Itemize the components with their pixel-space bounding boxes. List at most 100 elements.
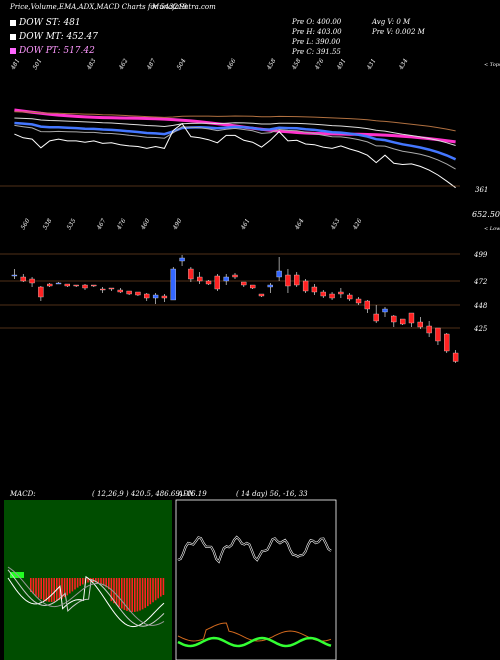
- macd-hist-33: [115, 578, 118, 606]
- ema-mt-line: [14, 121, 457, 161]
- macd-hist-48: [154, 578, 157, 601]
- candle-body-12: [117, 289, 123, 293]
- legend-dow-st: DOW ST: 481: [10, 18, 81, 28]
- prev-high: Pre H: 403.00: [292, 28, 342, 36]
- candle-body-17: [161, 295, 168, 299]
- macd-hist-3: [37, 578, 40, 598]
- top-label-8: 458: [290, 57, 302, 71]
- candle-body-7: [73, 284, 79, 287]
- price-level-label-1: 472: [473, 278, 488, 286]
- macd-label: MACD:: [10, 490, 36, 498]
- bottom-label-5: 460: [139, 217, 151, 231]
- top-label-5: 504: [176, 57, 188, 71]
- bottom-label-2: 535: [66, 217, 78, 231]
- macd-hist-8: [50, 578, 53, 602]
- macd-hist-26: [97, 578, 100, 584]
- price-level-label-3: 425: [473, 325, 488, 333]
- ema-long-line: [14, 111, 456, 132]
- bottom-label-10: 426: [351, 217, 363, 231]
- ema-mid-line: [14, 117, 456, 146]
- macd-hist-51: [162, 578, 165, 596]
- bottom-label-1: 538: [42, 217, 54, 231]
- macd-hist-4: [40, 578, 42, 600]
- adx-values: ( 14 day) 56, -16, 33: [236, 490, 308, 498]
- bottom-label-0: 560: [20, 217, 32, 231]
- macd-hist-42: [139, 578, 141, 611]
- candle-body-20: [188, 268, 194, 280]
- level-label-361: 361: [475, 186, 488, 194]
- prev-volume: Pre V: 0.002 M: [372, 28, 425, 36]
- macd-hist-12: [61, 578, 63, 599]
- candle-body-15: [144, 293, 150, 299]
- macd-hist-39: [131, 578, 133, 612]
- macd-panel: [4, 500, 172, 660]
- macd-hist-34: [118, 578, 120, 607]
- ema-short-line: [14, 124, 456, 170]
- macd-hist-50: [160, 578, 162, 597]
- top-label-9: 476: [313, 57, 325, 71]
- top-label-1: 501: [32, 58, 44, 71]
- macd-hist-28: [102, 578, 105, 586]
- macd-hist-1: [32, 578, 35, 594]
- candle-body-46: [417, 321, 423, 328]
- candle-body-2: [29, 278, 35, 284]
- top-label-4: 487: [145, 57, 157, 71]
- top-label-7: 458: [265, 57, 277, 71]
- candle-body-14: [135, 291, 141, 296]
- adx-dm-plus-line: [177, 636, 332, 648]
- macd-hist-16: [71, 578, 74, 592]
- macd-hist-11: [58, 578, 61, 601]
- macd-hist-45: [147, 578, 149, 607]
- macd-hist-49: [157, 578, 159, 599]
- candle-body-25: [232, 274, 238, 278]
- legend-dow-pt: DOW PT: 517.42: [10, 46, 95, 56]
- candle-body-27: [249, 284, 256, 289]
- candle-body-24: [223, 276, 229, 282]
- macd-hist-38: [128, 578, 131, 612]
- top-label-10: 491: [335, 58, 347, 72]
- candle-body-10: [99, 288, 106, 291]
- candle-body-18: [170, 268, 176, 301]
- macd-hist-41: [136, 578, 139, 612]
- avg-volume: Avg V: 0 M: [372, 18, 411, 26]
- macd-hist-29: [105, 578, 107, 588]
- candle-body-6: [64, 283, 71, 287]
- macd-hist-9: [53, 578, 55, 602]
- candle-body-49: [444, 333, 450, 352]
- candle-body-23: [214, 275, 221, 290]
- top-label-2: 483: [85, 57, 97, 71]
- close-line: [14, 122, 456, 189]
- macd-hist-20: [82, 578, 84, 585]
- lows-label: < Lows: [484, 226, 500, 232]
- candle-body-1: [20, 276, 26, 282]
- candle-body-36: [329, 293, 335, 299]
- candle-body-47: [426, 325, 432, 334]
- macd-hist-5: [43, 578, 45, 601]
- candle-body-38: [347, 294, 353, 300]
- candle-body-16: [152, 294, 159, 299]
- candle-body-33: [302, 280, 309, 292]
- top-label-11: 431: [365, 58, 377, 72]
- candle-body-48: [435, 327, 441, 342]
- macd-hist-40: [134, 578, 136, 612]
- candle-body-39: [355, 298, 362, 304]
- bottom-label-6: 490: [171, 217, 183, 231]
- macd-signal-line: [7, 569, 165, 627]
- candle-body-5: [55, 282, 62, 285]
- bottom-label-4: 476: [115, 217, 127, 231]
- macd-hist-7: [48, 578, 50, 602]
- candle-body-41: [373, 313, 379, 322]
- macd-hist-25: [95, 578, 97, 583]
- prev-low: Pre L: 390.00: [292, 38, 341, 46]
- tops-label: < Tops: [484, 62, 500, 68]
- prev-open: Pre O: 400.00: [292, 18, 342, 26]
- bottom-label-8: 464: [293, 217, 305, 231]
- macd-hist-27: [100, 578, 102, 585]
- candle-body-37: [338, 291, 344, 295]
- legend-dow-mt: DOW MT: 452.47: [10, 32, 98, 42]
- candle-body-50: [452, 352, 459, 362]
- macd-hist-19: [79, 578, 81, 586]
- candle-body-19: [179, 257, 185, 262]
- price-level-label-0: 499: [473, 251, 488, 259]
